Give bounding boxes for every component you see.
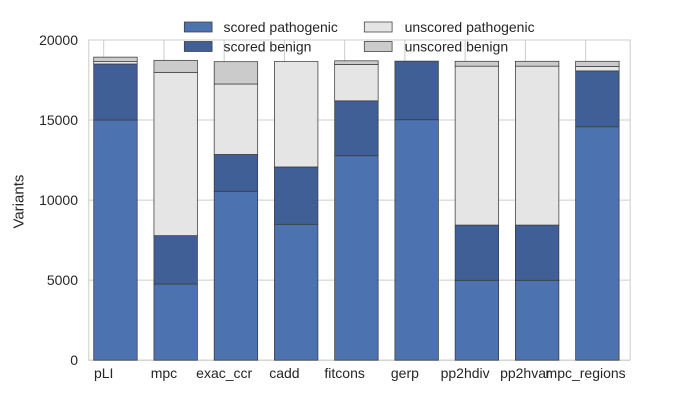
svg-text:pLI: pLI xyxy=(94,365,113,381)
svg-text:exac_ccr: exac_ccr xyxy=(196,365,252,381)
svg-text:5000: 5000 xyxy=(47,272,78,288)
svg-text:20000: 20000 xyxy=(39,32,78,48)
svg-text:cadd: cadd xyxy=(269,365,299,381)
svg-text:unscored pathogenic: unscored pathogenic xyxy=(405,19,535,35)
svg-text:scored benign: scored benign xyxy=(224,38,312,54)
svg-text:pp2hvar: pp2hvar xyxy=(500,365,551,381)
svg-text:mpc_regions: mpc_regions xyxy=(546,365,626,381)
svg-text:15000: 15000 xyxy=(39,112,78,128)
svg-text:10000: 10000 xyxy=(39,192,78,208)
svg-text:unscored benign: unscored benign xyxy=(405,38,509,54)
svg-text:gerp: gerp xyxy=(391,365,419,381)
svg-text:pp2hdiv: pp2hdiv xyxy=(441,365,490,381)
svg-text:scored pathogenic: scored pathogenic xyxy=(224,19,338,35)
svg-text:mpc: mpc xyxy=(151,365,177,381)
svg-text:Variants: Variants xyxy=(11,175,28,229)
svg-text:0: 0 xyxy=(70,352,78,368)
svg-text:fitcons: fitcons xyxy=(324,365,364,381)
